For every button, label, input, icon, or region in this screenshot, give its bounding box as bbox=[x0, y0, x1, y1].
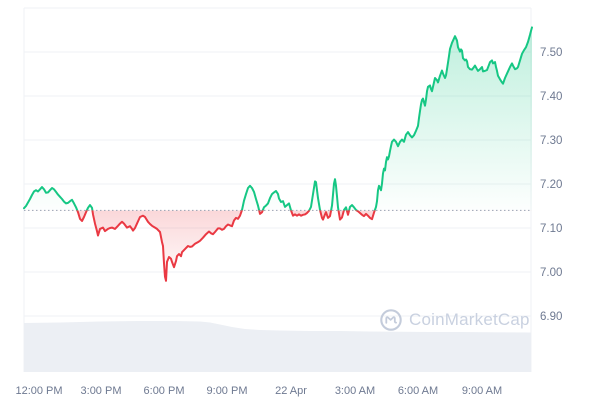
x-axis-label: 9:00 PM bbox=[207, 385, 248, 397]
price-line-down bbox=[76, 210, 376, 282]
volume-silhouette bbox=[24, 321, 531, 372]
y-axis-label: 7.10 bbox=[540, 223, 562, 235]
y-axis-label: 7.50 bbox=[540, 47, 562, 59]
y-axis-label: 7.30 bbox=[540, 135, 562, 147]
x-axis-label: 12:00 PM bbox=[15, 385, 62, 397]
area-fill-up bbox=[24, 27, 532, 211]
y-axis-label: 7.40 bbox=[540, 91, 562, 103]
y-axis-label: 6.90 bbox=[540, 311, 562, 323]
x-axis-label: 22 Apr bbox=[275, 385, 307, 397]
y-axis-label: 7.20 bbox=[540, 179, 562, 191]
x-axis-label: 6:00 PM bbox=[144, 385, 185, 397]
x-axis-label: 3:00 AM bbox=[335, 385, 375, 397]
x-axis-label: 9:00 AM bbox=[462, 385, 502, 397]
x-axis-label: 6:00 AM bbox=[398, 385, 438, 397]
x-axis-label: 3:00 PM bbox=[81, 385, 122, 397]
y-axis-label: 7.00 bbox=[540, 267, 562, 279]
price-line-up bbox=[23, 26, 533, 211]
